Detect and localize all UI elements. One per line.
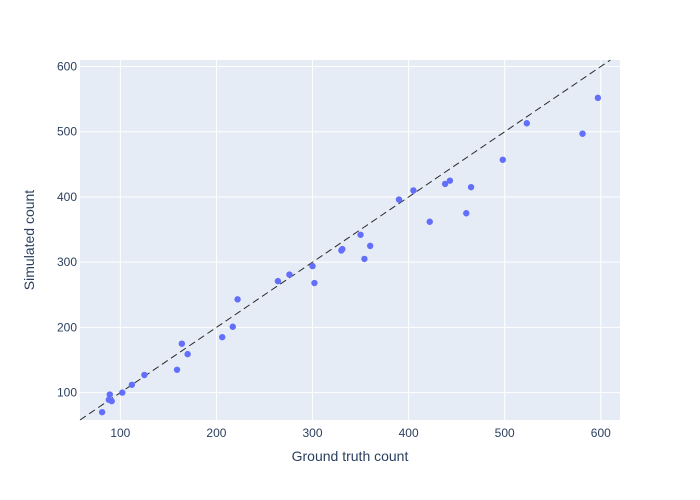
y-tick-label: 600 <box>57 60 77 74</box>
scatter-point <box>108 397 115 405</box>
reference-line-y-equals-x <box>79 59 611 421</box>
scatter-point <box>311 279 318 287</box>
x-axis-title: Ground truth count <box>292 448 409 464</box>
y-tick-label: 300 <box>57 255 77 269</box>
scatter-point <box>463 210 470 217</box>
scatter-point <box>178 340 186 347</box>
scatter-point <box>173 366 181 373</box>
plot-background <box>80 60 620 420</box>
scatter-point <box>274 277 282 285</box>
scatter-point <box>128 381 136 388</box>
scatter-point <box>366 242 374 250</box>
x-tick-label: 200 <box>206 426 226 440</box>
scatter-point <box>441 180 449 188</box>
y-axis-ticks: 100 200 300 400 500 600 <box>57 60 77 400</box>
y-tick-label: 500 <box>57 125 77 139</box>
scatter-point <box>361 255 368 263</box>
scatter-point <box>446 177 454 184</box>
scatter-point <box>119 389 126 396</box>
scatter-point <box>594 94 602 102</box>
scatter-point <box>357 231 364 238</box>
scatter-point <box>523 120 530 127</box>
scatter-point <box>234 296 241 303</box>
data-points <box>98 94 602 416</box>
y-axis-title: Simulated count <box>21 190 37 291</box>
scatter-point <box>98 408 106 416</box>
scatter-point <box>499 156 506 163</box>
scatter-point <box>426 218 433 225</box>
x-tick-label: 600 <box>591 426 611 440</box>
y-tick-label: 100 <box>57 386 77 400</box>
scatter-point <box>141 371 148 379</box>
scatter-point <box>467 183 475 191</box>
grid-lines <box>80 60 620 420</box>
scatter-point <box>395 196 403 203</box>
scatter-point <box>579 130 586 137</box>
x-tick-label: 100 <box>110 426 130 440</box>
x-tick-label: 400 <box>399 426 419 440</box>
scatter-point <box>410 187 417 194</box>
x-axis-ticks: 100 200 300 400 500 600 <box>110 426 611 440</box>
scatter-point <box>219 333 226 341</box>
y-tick-label: 200 <box>57 320 77 334</box>
scatter-point <box>229 323 236 330</box>
x-tick-label: 500 <box>495 426 515 440</box>
scatter-point <box>184 350 191 358</box>
x-tick-label: 300 <box>303 426 323 440</box>
scatter-point <box>309 262 316 270</box>
y-tick-label: 400 <box>57 190 77 204</box>
scatter-point <box>106 391 113 398</box>
scatter-point <box>339 245 346 253</box>
scatter-point <box>286 271 293 278</box>
